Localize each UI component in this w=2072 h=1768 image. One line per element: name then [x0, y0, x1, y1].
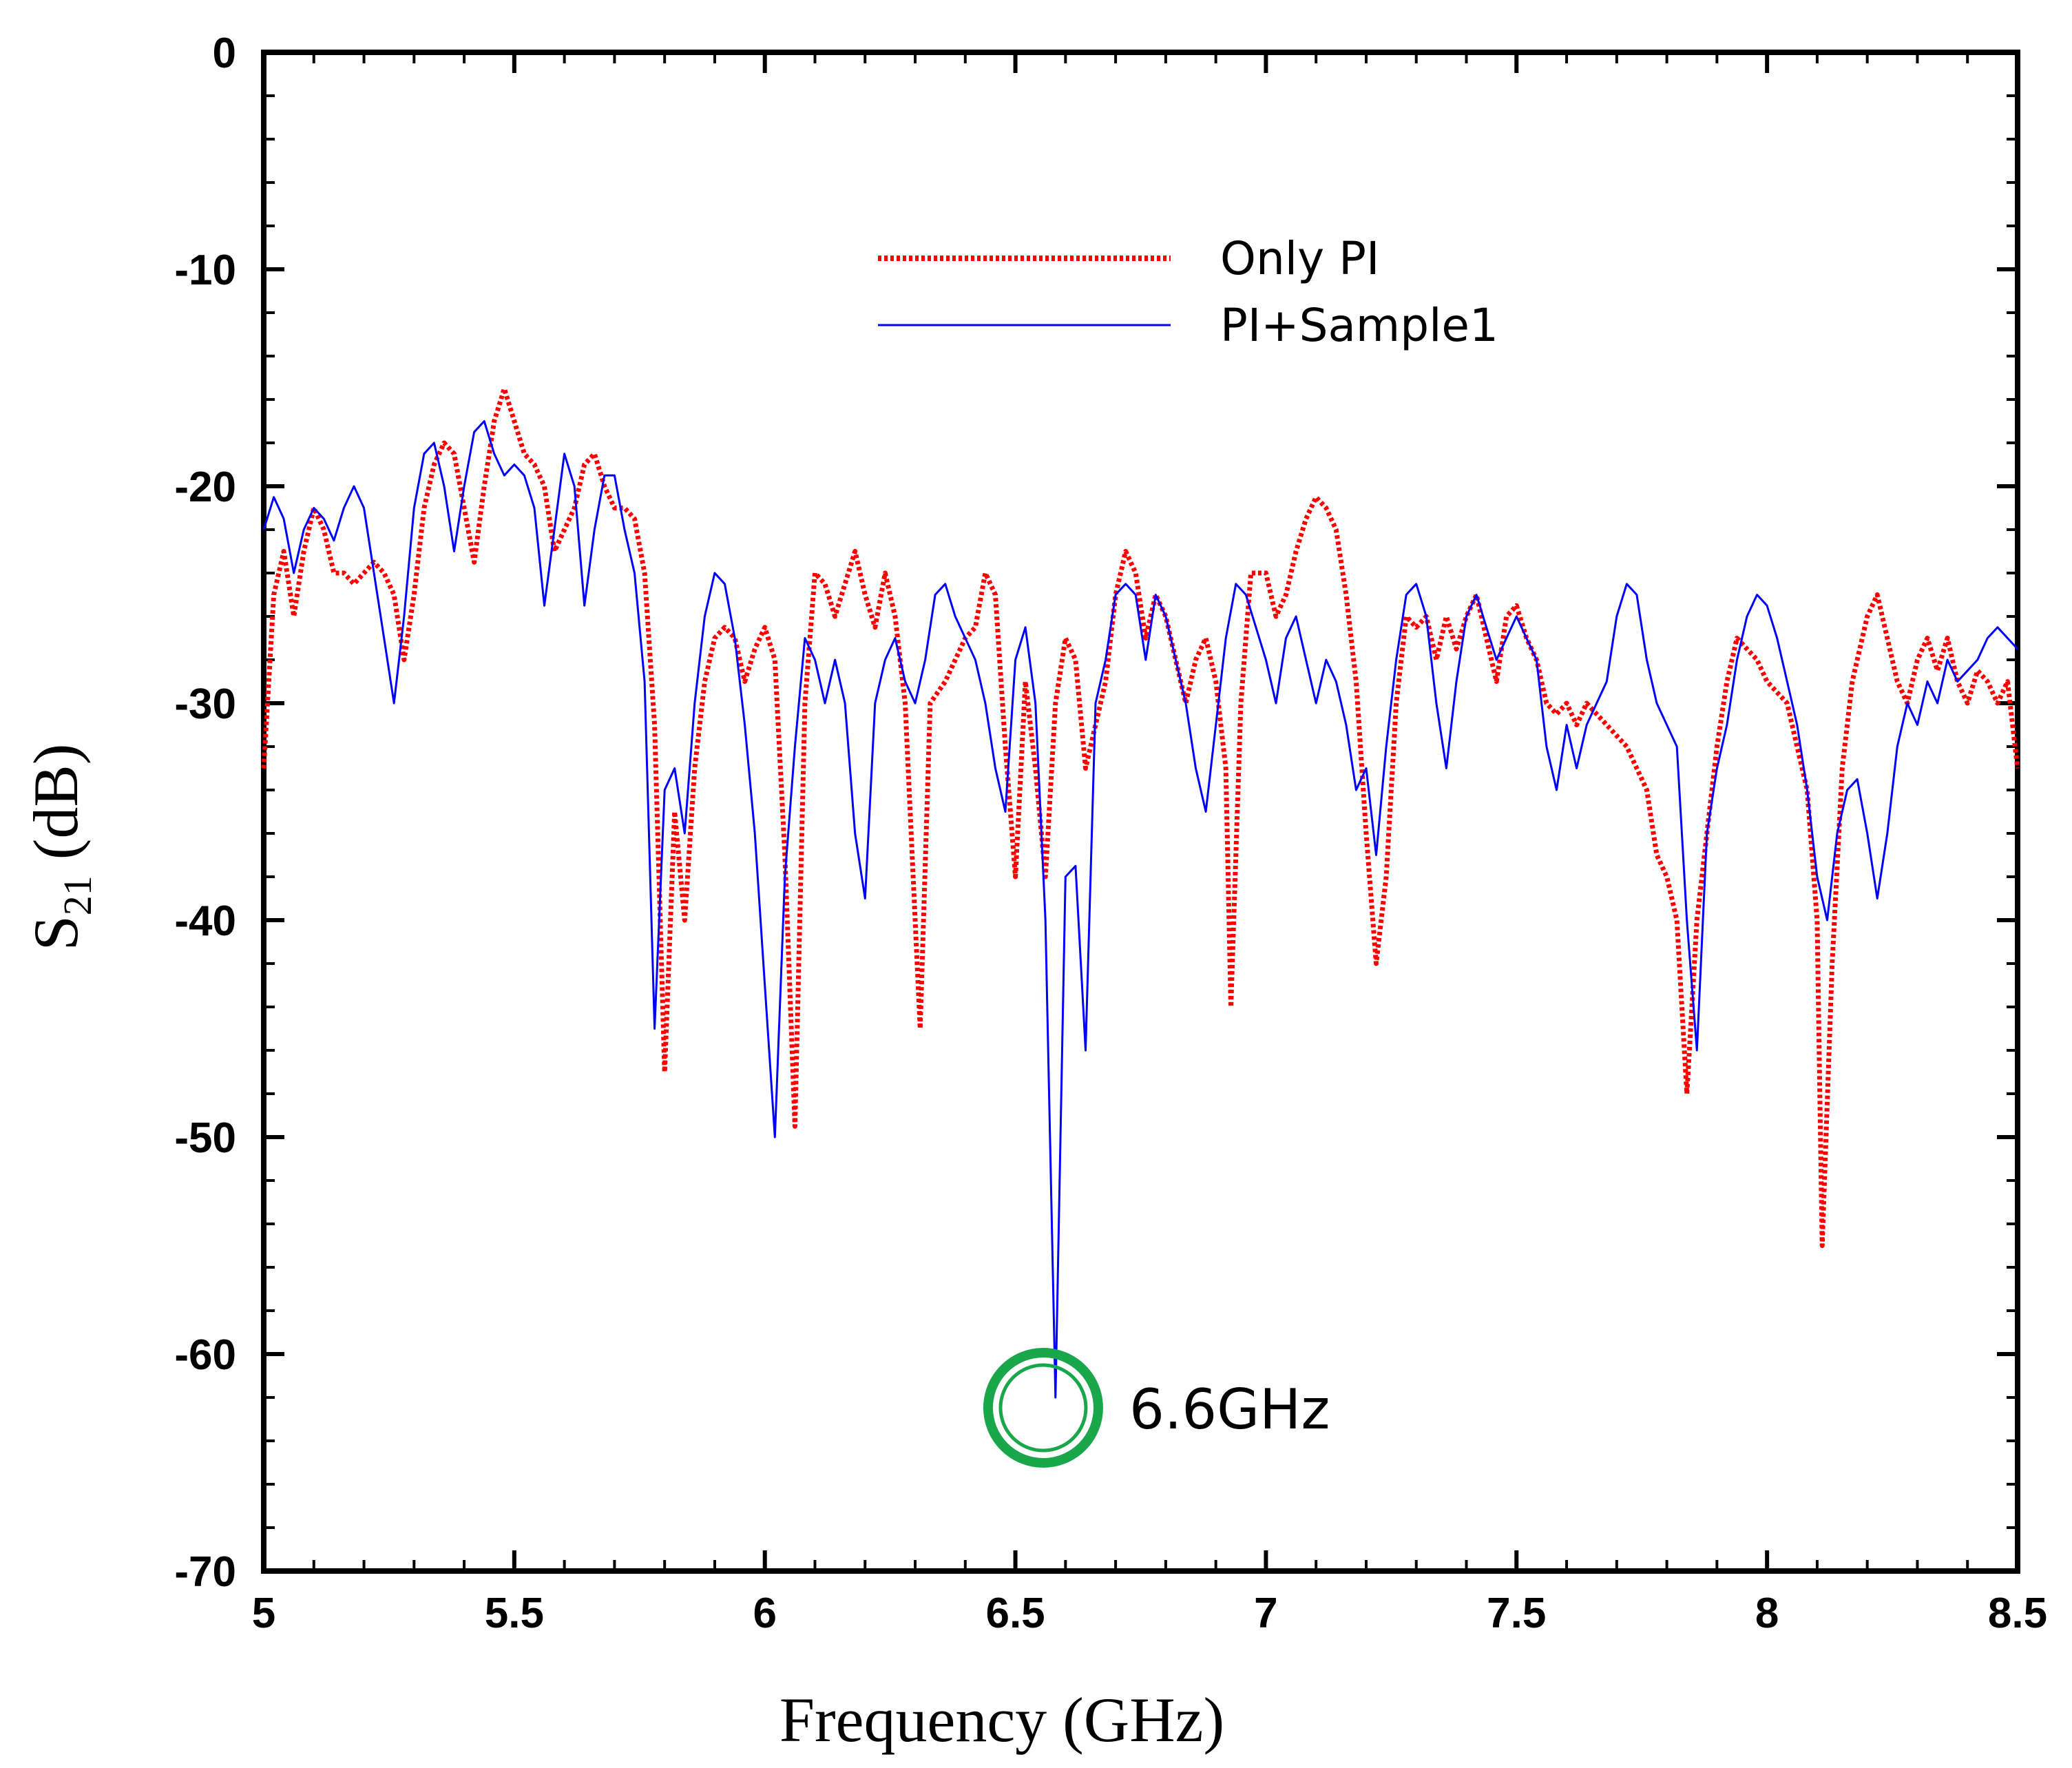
x-tick-label: 8: [1755, 1590, 1779, 1637]
annotation-label: 6.6GHz: [1129, 1377, 1330, 1442]
y-tick-label: 0: [213, 30, 236, 77]
y-axis-title-main: S: [21, 915, 91, 950]
y-axis-title-sub: 21: [55, 875, 100, 915]
legend-label: Only PI: [1220, 232, 1379, 285]
x-axis-title: Frequency (GHz): [779, 1685, 1224, 1755]
x-tick-label: 5: [252, 1590, 275, 1637]
y-axis-title-unit: (dB): [21, 744, 91, 876]
annotation-layer: 6.6GHz: [983, 1348, 1330, 1468]
series-layer: [261, 386, 2020, 1399]
legend: Only PI PI+Sample1: [878, 232, 1498, 352]
x-tick-label: 7.5: [1487, 1590, 1546, 1637]
legend-label: PI+Sample1: [1220, 299, 1498, 352]
axis-labels: Frequency (GHz) S21 (dB): [21, 744, 1224, 1755]
x-tick-label: 6: [753, 1590, 776, 1637]
series-line-only-pi: [261, 386, 2020, 1248]
y-tick-label: -40: [174, 897, 236, 945]
series-line-pi-sample1: [262, 420, 2019, 1399]
y-tick-label: -10: [174, 247, 236, 294]
y-tick-label: -30: [174, 680, 236, 728]
y-tick-label: -70: [174, 1548, 236, 1596]
annotation-circle-outer: [983, 1348, 1103, 1468]
y-axis-title: S21 (dB): [21, 744, 100, 951]
y-tick-label: -50: [174, 1114, 236, 1162]
x-tick-label: 7: [1254, 1590, 1277, 1637]
plot-frame: [261, 50, 2020, 1574]
x-tick-label: 8.5: [1988, 1590, 2047, 1637]
y-tick-label: -20: [174, 464, 236, 511]
y-tick-label: -60: [174, 1331, 236, 1379]
axes: 5 5.5 6 6.5 7 7.5 8 8.5 0 -10 -20 -30 -40 -50 -60 -70: [174, 30, 2047, 1637]
x-tick-label: 5.5: [485, 1590, 544, 1637]
annotation-circle-inner: [998, 1363, 1088, 1453]
x-tick-label: 6.5: [985, 1590, 1045, 1637]
